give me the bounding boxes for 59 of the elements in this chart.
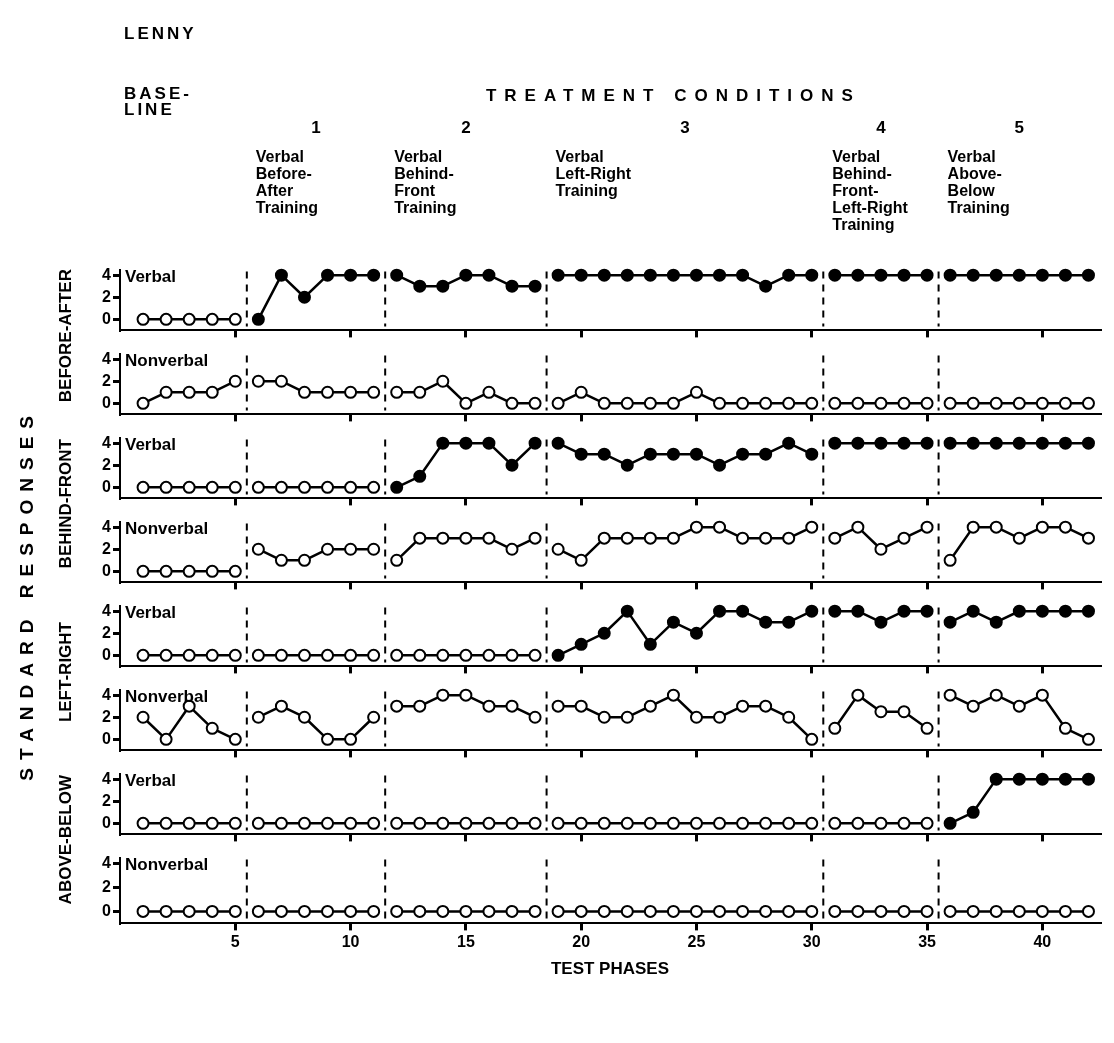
y-axis-title: BEHIND-FRONT [56, 439, 76, 569]
y-tick-label: 2 [102, 371, 112, 389]
y-tick-label: 2 [102, 623, 112, 641]
y-axis-title: LEFT-RIGHT [56, 621, 76, 723]
text: 5 [1013, 118, 1025, 138]
y-tick-label: 4 [102, 769, 112, 787]
legend-label: Nonverbal [125, 350, 209, 370]
y-tick-label: 2 [102, 707, 112, 725]
y-axis-title: ABOVE-BELOW [56, 775, 76, 905]
legend-label: Nonverbal [125, 855, 209, 875]
x-tick-label: 35 [918, 933, 937, 951]
series-label: Nonverbal [125, 686, 209, 706]
x-tick-label: 40 [1033, 933, 1052, 951]
y-tick-label: 0 [102, 309, 112, 327]
text: 3 [679, 118, 691, 138]
x-tick-label: 20 [572, 933, 591, 951]
y-tick-label: 2 [102, 539, 112, 557]
x-tick-label: 10 [341, 933, 360, 951]
legend-label: Nonverbal [125, 518, 209, 538]
text: Verbal Above-Below Training [947, 148, 1011, 216]
x-tick-label: 15 [456, 933, 475, 951]
legend-label: Verbal [125, 770, 177, 790]
y-tick-label: 4 [102, 601, 112, 619]
y-tick-label: 4 [102, 433, 112, 451]
legend-label: Verbal [125, 602, 177, 622]
y-tick-label: 2 [102, 287, 112, 305]
y-tick-label: 0 [102, 729, 112, 747]
y-tick-label: 4 [102, 853, 112, 871]
y-tick-label: 0 [102, 645, 112, 663]
text: Verbal Behind-Front Training [394, 148, 458, 216]
text: BASE-LINE [124, 84, 192, 119]
x-tick-label: 25 [687, 933, 706, 951]
chart-title: LENNY [124, 24, 197, 44]
y-tick-label: 2 [102, 455, 112, 473]
y-tick-label: 0 [102, 393, 112, 411]
y-tick-label: 4 [102, 349, 112, 367]
x-tick-label: 5 [230, 933, 240, 951]
y-axis-title: BEFORE-AFTER [56, 269, 76, 403]
text: 2 [460, 118, 472, 138]
y-tick-label: 4 [102, 517, 112, 535]
y-tick-label: 4 [102, 685, 112, 703]
legend-label: Verbal [125, 266, 177, 286]
y-tick-label: 2 [102, 791, 112, 809]
text: TREATMENT CONDITIONS [484, 86, 862, 106]
text: Verbal Left-Right Training [555, 148, 633, 199]
y-tick-label: 0 [102, 477, 112, 495]
text: STANDARD RESPONSES [16, 407, 38, 781]
y-tick-label: 0 [102, 561, 112, 579]
y-tick-label: 0 [102, 813, 112, 831]
legend-label: Verbal [125, 434, 177, 454]
text: Verbal Before-After Training [255, 148, 320, 216]
text: 4 [875, 118, 887, 138]
y-tick-label: 2 [102, 877, 112, 895]
text: Verbal Behind-Front-Left-Right Training [832, 148, 909, 233]
x-tick-label: 30 [802, 933, 821, 951]
y-tick-label: 4 [102, 265, 112, 283]
y-tick-label: 0 [102, 901, 112, 919]
x-axis-title: TEST PHASES [550, 959, 670, 979]
text: 1 [310, 118, 322, 138]
